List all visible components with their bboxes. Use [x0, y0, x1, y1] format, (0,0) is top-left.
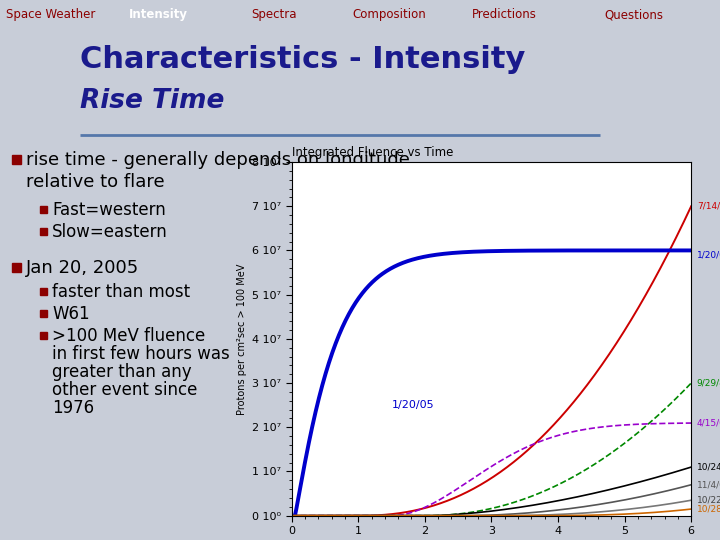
Text: Space Weather: Space Weather — [6, 8, 95, 22]
Text: 10/28/03: 10/28/03 — [697, 504, 720, 514]
Text: Questions: Questions — [604, 8, 663, 22]
Text: greater than any: greater than any — [52, 363, 192, 381]
Text: relative to flare: relative to flare — [26, 173, 165, 191]
Text: Characteristics - Intensity: Characteristics - Intensity — [80, 45, 526, 74]
Text: Fast=western: Fast=western — [52, 201, 166, 219]
Text: 4/15/01: 4/15/01 — [697, 418, 720, 427]
Bar — [12, 156, 21, 164]
Text: Slow=eastern: Slow=eastern — [52, 224, 168, 241]
Bar — [12, 264, 21, 272]
Text: 7/14/00: 7/14/00 — [697, 202, 720, 211]
Bar — [40, 228, 47, 235]
Text: W61: W61 — [52, 305, 89, 323]
Bar — [40, 288, 47, 295]
Text: faster than most: faster than most — [52, 284, 190, 301]
Text: other event since: other event since — [52, 381, 197, 399]
Text: Spectra: Spectra — [251, 8, 297, 22]
Text: in first few hours was: in first few hours was — [52, 345, 230, 363]
Text: Rise Time: Rise Time — [80, 88, 225, 114]
Bar — [40, 310, 47, 317]
Y-axis label: Protons per cm²sec > 100 MeV: Protons per cm²sec > 100 MeV — [236, 263, 246, 415]
Text: 11/4/01: 11/4/01 — [697, 480, 720, 489]
Text: Predictions: Predictions — [472, 8, 536, 22]
Text: 10/24/89: 10/24/89 — [697, 463, 720, 471]
Text: rise time - generally depends on longitude: rise time - generally depends on longitu… — [26, 151, 410, 170]
Bar — [40, 332, 47, 339]
Text: 10/22/89: 10/22/89 — [697, 496, 720, 505]
Text: 1/20/05: 1/20/05 — [392, 400, 434, 410]
Text: Integrated Fluence vs Time: Integrated Fluence vs Time — [292, 146, 453, 159]
Text: 9/29/89: 9/29/89 — [697, 379, 720, 388]
Bar — [40, 206, 47, 213]
Text: 1976: 1976 — [52, 399, 94, 417]
Text: Jan 20, 2005: Jan 20, 2005 — [26, 259, 139, 277]
Text: 1/20/05: 1/20/05 — [697, 251, 720, 259]
Text: Composition: Composition — [352, 8, 426, 22]
Text: >100 MeV fluence: >100 MeV fluence — [52, 327, 205, 345]
Text: Intensity: Intensity — [129, 8, 188, 22]
